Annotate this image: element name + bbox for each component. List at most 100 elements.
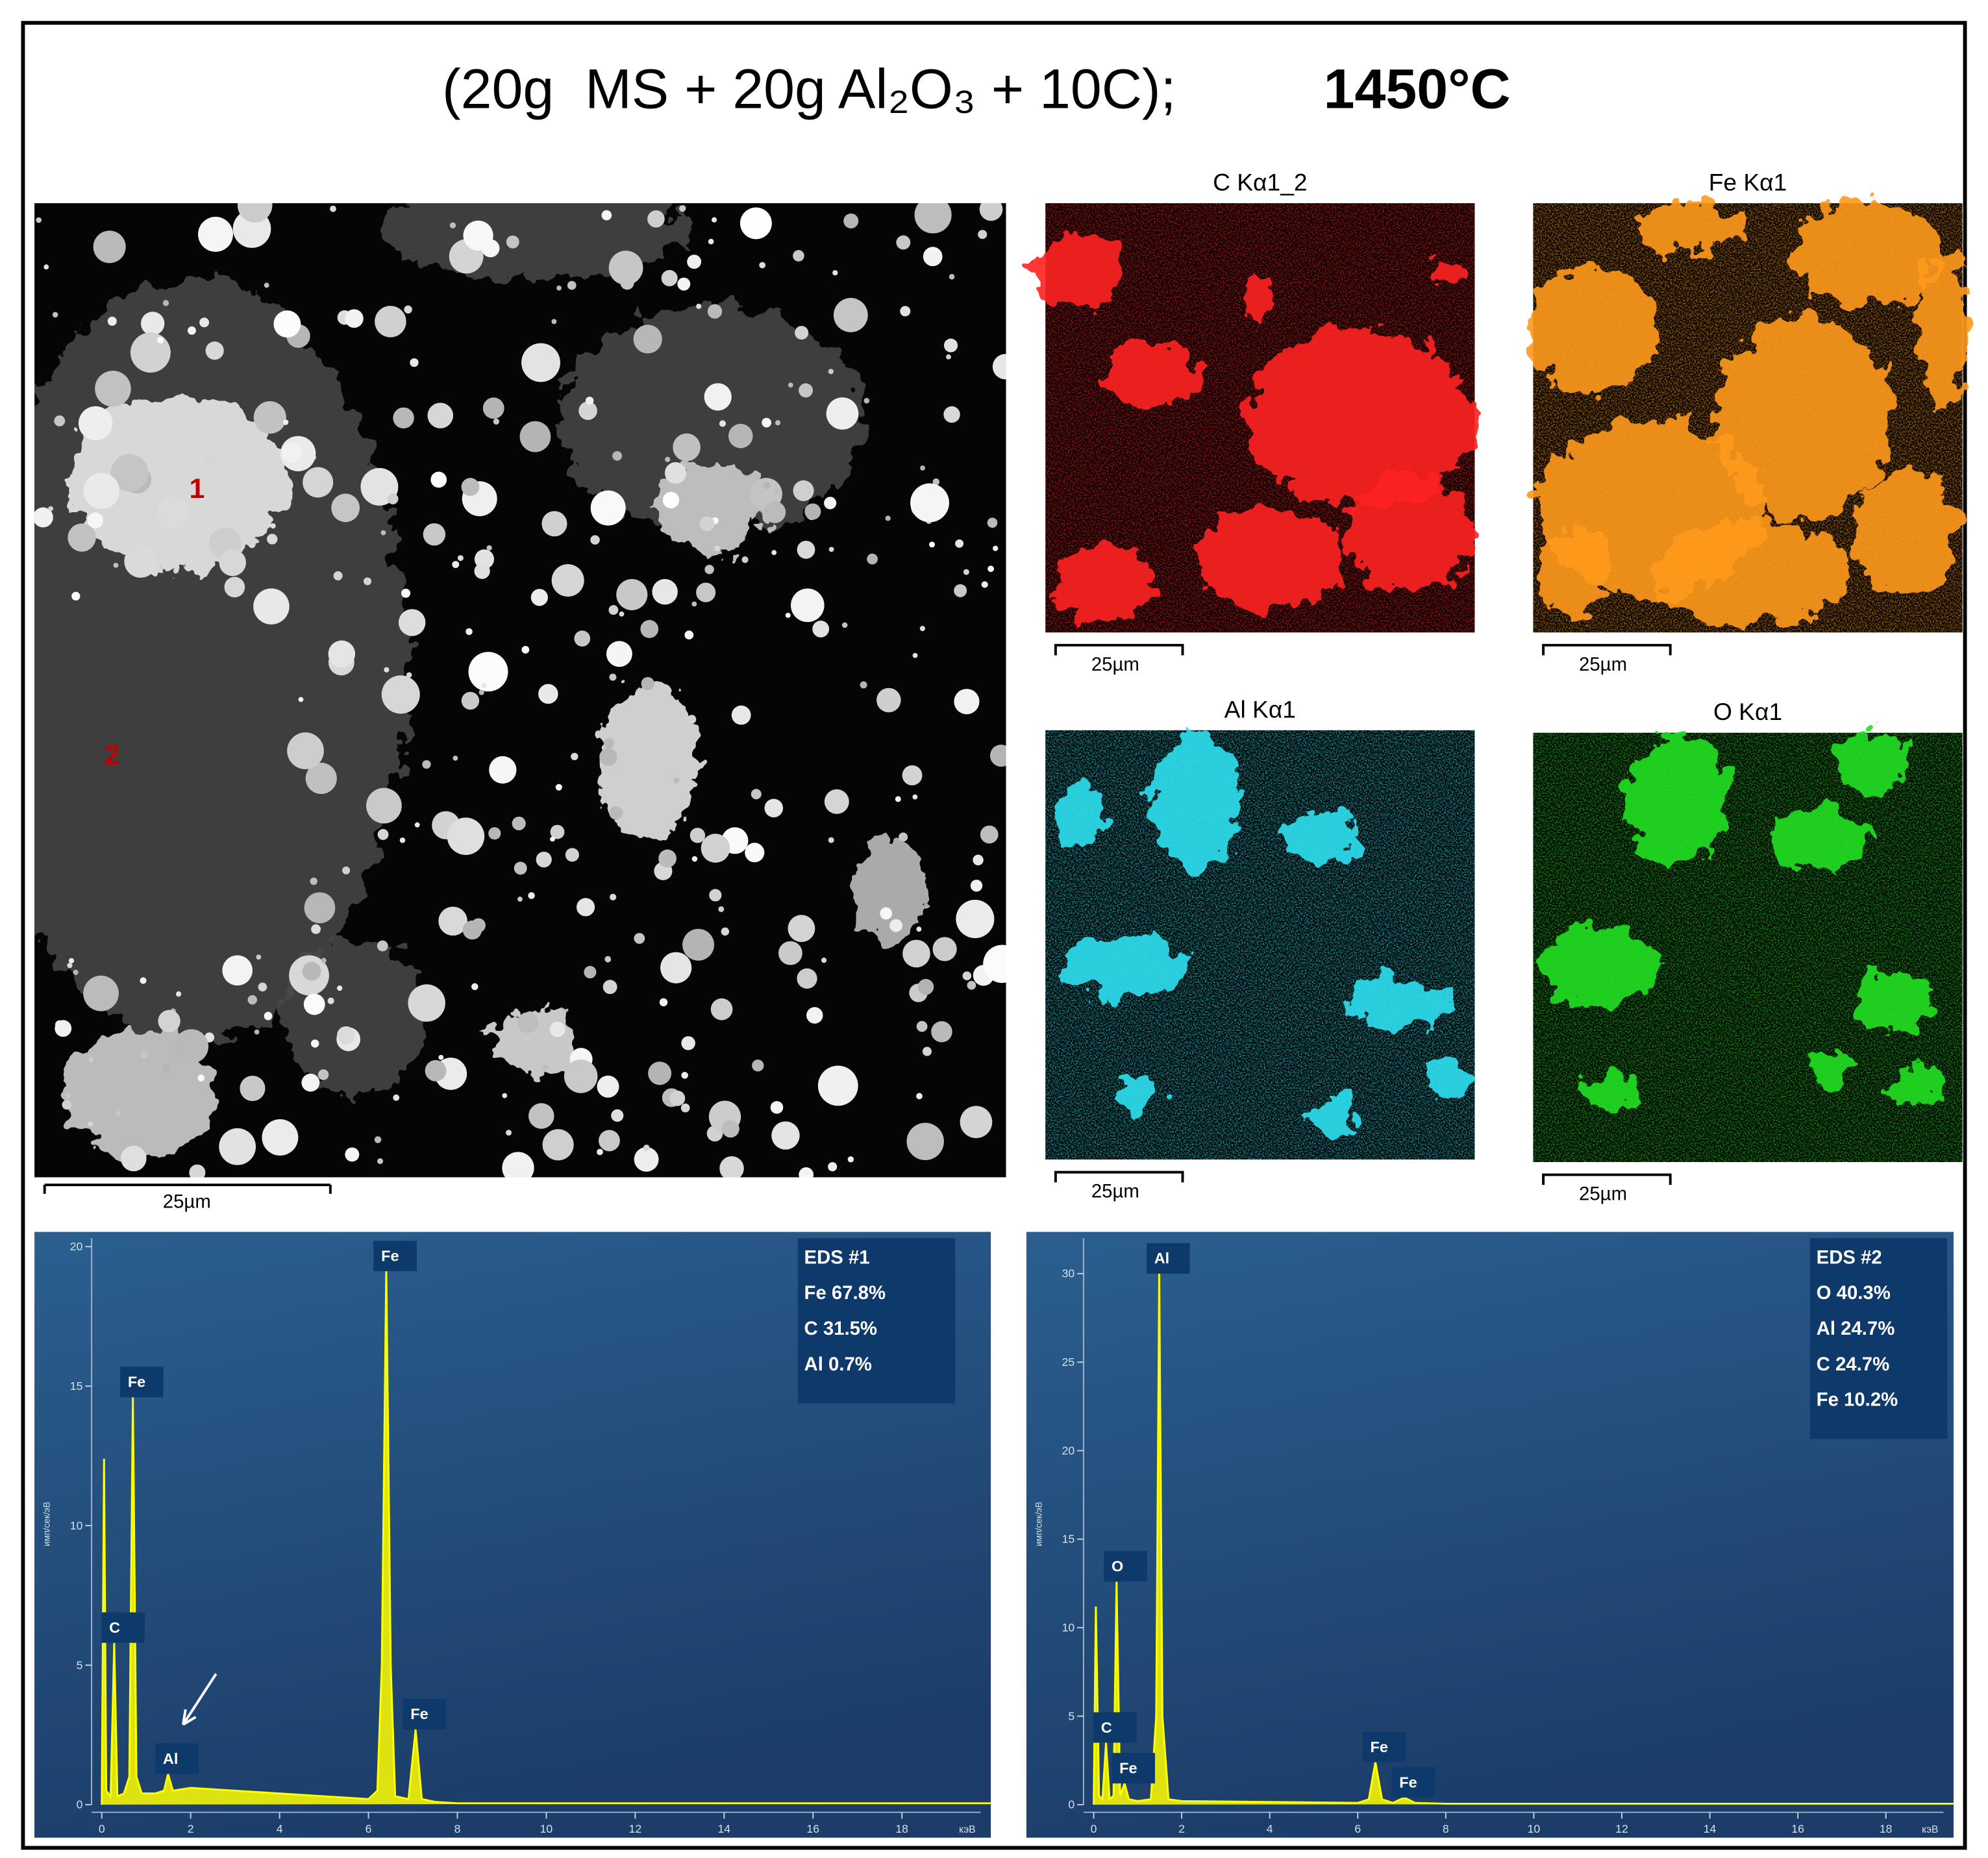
sem-particle — [366, 787, 402, 824]
sem-particle — [916, 1021, 928, 1032]
map-region — [1626, 736, 1728, 864]
sem-particle — [920, 465, 925, 471]
sem-particle — [817, 1065, 858, 1106]
sem-particle — [121, 1145, 147, 1172]
y-axis-label: имп/сек/эВ — [42, 1502, 52, 1546]
sem-particle — [317, 1069, 329, 1080]
sem-particle — [661, 269, 678, 286]
sem-particle — [731, 705, 751, 725]
sem-particle — [468, 652, 508, 692]
sem-particle — [197, 1074, 205, 1082]
sem-particle — [719, 1156, 744, 1178]
sem-particle — [564, 1059, 598, 1093]
x-tick-label: 0 — [99, 1822, 105, 1835]
sem-particle — [973, 854, 984, 865]
sem-particle — [542, 1064, 549, 1071]
sem-particle — [718, 906, 725, 912]
sem-particle — [946, 354, 951, 360]
sem-particle — [889, 919, 903, 932]
sem-particle — [714, 545, 721, 552]
sem-particle — [681, 1072, 688, 1079]
sem-particle — [219, 549, 246, 576]
inset-line: EDS #1 — [804, 1246, 870, 1268]
sem-particle — [377, 940, 388, 952]
sem-particle — [247, 995, 257, 1005]
sem-particle — [828, 837, 834, 843]
sem-particle — [841, 622, 848, 628]
map-region — [1638, 203, 1741, 254]
sem-particle — [608, 605, 619, 615]
sem-particle — [124, 545, 157, 578]
sem-particle — [597, 1075, 619, 1098]
sem-particle — [68, 958, 75, 964]
sem-particle — [550, 824, 565, 839]
scale-bar — [43, 1183, 332, 1194]
sem-particle — [576, 898, 595, 917]
map-region — [1149, 730, 1239, 871]
sem-particle — [506, 1130, 512, 1136]
sem-particle — [640, 620, 659, 638]
scale-bar — [1054, 643, 1184, 656]
y-tick-label: 15 — [1062, 1533, 1075, 1546]
x-tick-label: 12 — [1615, 1822, 1628, 1835]
sem-particle — [474, 563, 490, 579]
y-tick-label: 5 — [1068, 1709, 1075, 1722]
sem-particle — [922, 1047, 932, 1056]
sem-particle — [502, 1152, 534, 1178]
sem-particle — [187, 326, 196, 335]
sem-particle — [989, 744, 1006, 767]
y-tick-label: 10 — [70, 1519, 83, 1532]
sem-particle — [54, 415, 66, 427]
x-axis-label: кэВ — [1922, 1824, 1938, 1835]
peak-label: C — [109, 1619, 120, 1636]
sem-particle — [387, 493, 399, 504]
sem-particle — [604, 737, 614, 749]
sem-particle — [449, 222, 456, 229]
sem-particle — [381, 675, 420, 714]
sem-particle — [481, 682, 487, 688]
sem-particle — [506, 235, 519, 249]
sem-particle — [954, 689, 980, 715]
y-tick-label: 20 — [1062, 1444, 1075, 1457]
sem-particle — [949, 273, 955, 280]
sem-particle — [601, 210, 612, 221]
sem-particle — [828, 369, 834, 375]
scale-bar — [1054, 1171, 1184, 1183]
peak-label-box — [155, 1743, 199, 1774]
sem-particle — [541, 511, 567, 537]
sem-particle — [219, 1128, 256, 1165]
peak-label: Al — [163, 1750, 178, 1767]
sem-particle — [565, 848, 579, 862]
sem-particle — [773, 488, 780, 495]
sem-particle — [69, 393, 286, 572]
map-region — [1194, 508, 1347, 610]
sem-particle — [691, 856, 698, 862]
sem-particle — [590, 535, 600, 545]
sem-particle — [684, 630, 694, 639]
sem-particle — [521, 343, 560, 382]
map-region — [1791, 203, 1944, 305]
sem-particle — [970, 880, 983, 892]
sem-particle — [304, 892, 336, 924]
x-tick-label: 8 — [454, 1822, 461, 1835]
sem-particle — [235, 1148, 242, 1154]
y-tick-label: 0 — [77, 1798, 83, 1811]
sem-particle — [237, 203, 273, 223]
sem-particle — [303, 467, 334, 498]
sem-particle — [912, 652, 918, 658]
sem-particle — [463, 220, 493, 251]
sem-particle — [616, 578, 648, 610]
sem-particle — [806, 1007, 823, 1024]
sem-particle — [157, 336, 164, 343]
sem-particle — [113, 562, 119, 568]
sem-particle — [303, 993, 325, 1015]
sem-particle — [404, 305, 412, 314]
sem-particle — [721, 927, 730, 936]
sem-particle — [599, 1130, 620, 1152]
inset-box — [1809, 1238, 1948, 1439]
map-region — [1537, 927, 1664, 1004]
sem-particle — [311, 924, 321, 934]
sem-particle — [917, 978, 934, 995]
sem-particle — [745, 843, 765, 863]
